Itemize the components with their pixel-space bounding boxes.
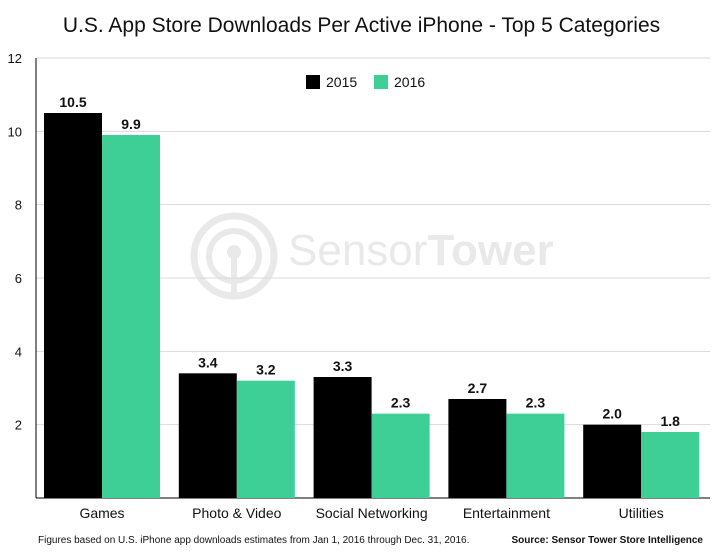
data-label: 3.3 [333,358,353,374]
legend: 2015 2016 [0,74,723,94]
data-label: 2.7 [468,380,488,396]
watermark-logo [190,212,278,300]
watermark-part2: Tower [427,226,554,275]
data-label: 2.3 [391,395,411,411]
data-label: 3.4 [198,354,218,370]
data-label: 2.3 [526,395,546,411]
bar-2015 [448,399,507,498]
x-tick-label: Entertainment [463,505,550,521]
legend-label-2015: 2015 [326,74,358,90]
footnote: Figures based on U.S. iPhone app downloa… [38,535,470,546]
bar-2015 [44,113,102,498]
x-tick-label: Social Networking [316,505,428,521]
bar-2016 [506,413,565,498]
bar-2015 [178,373,237,498]
legend-label-2016: 2016 [394,74,426,90]
watermark-part1: Sensor [288,226,428,275]
legend-item-2015: 2015 [306,74,357,90]
y-tick-label: 10 [8,124,22,139]
data-label: 10.5 [59,94,86,110]
x-tick-label: Utilities [619,505,664,521]
data-label: 1.8 [660,413,680,429]
y-tick-label: 4 [15,344,22,359]
data-label: 9.9 [121,116,141,132]
source-credit: Source: Sensor Tower Store Intelligence [511,535,703,546]
legend-item-2016: 2016 [374,74,425,90]
x-tick-label: Games [79,505,124,521]
y-tick-label: 6 [15,271,22,286]
bar-2016 [641,432,700,498]
bar-2016 [236,380,295,498]
y-tick-label: 12 [8,51,22,66]
x-tick-label: Photo & Video [192,505,281,521]
data-label: 2.0 [602,406,622,422]
watermark-text: SensorTower [288,226,554,276]
data-label: 3.2 [256,362,276,378]
bar-2015 [583,424,642,498]
bar-2015 [313,377,372,498]
y-tick-label: 8 [15,198,22,213]
bar-2016 [102,135,160,498]
legend-swatch-2016 [374,75,388,89]
bar-2016 [371,413,430,498]
y-tick-label: 2 [15,418,22,433]
chart-title: U.S. App Store Downloads Per Active iPho… [62,14,661,37]
legend-swatch-2015 [306,75,320,89]
